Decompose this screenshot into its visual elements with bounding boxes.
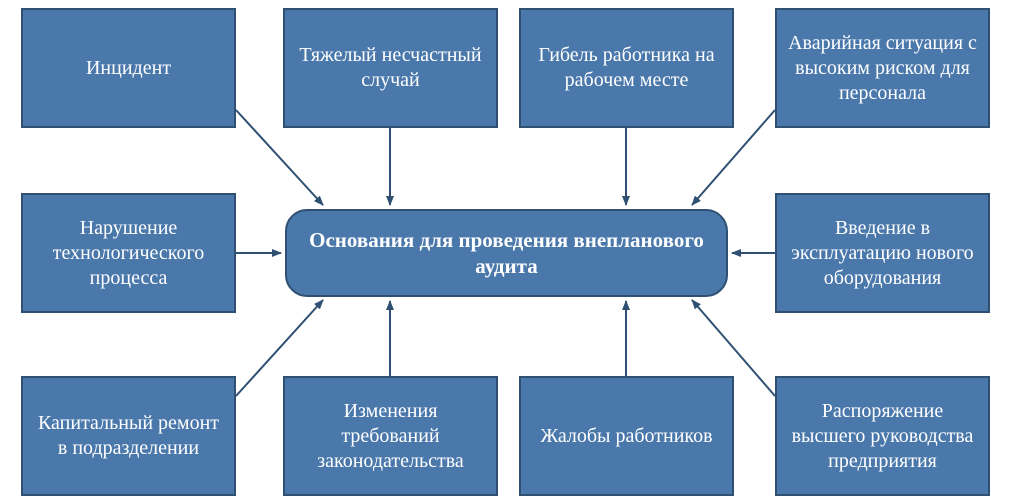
- diagram-canvas: Инцидент Тяжелый несчастный случай Гибель …: [0, 0, 1011, 504]
- node-n1-label: Инцидент: [86, 56, 171, 81]
- node-n8-label: Изменения требований законодательства: [293, 399, 488, 474]
- central-node: Основания для проведения внепланового ау…: [285, 209, 728, 297]
- node-n6-label: Введение в эксплуатацию нового оборудова…: [785, 216, 980, 291]
- node-n7: Капитальный ремонт в подразделении: [21, 376, 236, 496]
- node-n10: Распоряжение высшего руководства предпри…: [775, 376, 990, 496]
- node-n2: Тяжелый несчастный случай: [283, 8, 498, 128]
- node-n8: Изменения требований законодательства: [283, 376, 498, 496]
- node-n2-label: Тяжелый несчастный случай: [293, 43, 488, 93]
- node-n7-label: Капитальный ремонт в подразделении: [31, 411, 226, 461]
- node-n5-label: Нарушение технологического процесса: [31, 216, 226, 291]
- node-n10-label: Распоряжение высшего руководства предпри…: [785, 399, 980, 474]
- node-n6: Введение в эксплуатацию нового оборудова…: [775, 193, 990, 313]
- node-n9-label: Жалобы работников: [540, 424, 712, 449]
- node-n4: Аварийная ситуация с высоким риском для …: [775, 8, 990, 128]
- node-n3-label: Гибель работника на рабочем месте: [529, 43, 724, 93]
- node-n9: Жалобы работников: [519, 376, 734, 496]
- node-n1: Инцидент: [21, 8, 236, 128]
- node-n5: Нарушение технологического процесса: [21, 193, 236, 313]
- node-n3: Гибель работника на рабочем месте: [519, 8, 734, 128]
- node-n4-label: Аварийная ситуация с высоким риском для …: [785, 31, 980, 106]
- central-node-label: Основания для проведения внепланового ау…: [295, 227, 718, 280]
